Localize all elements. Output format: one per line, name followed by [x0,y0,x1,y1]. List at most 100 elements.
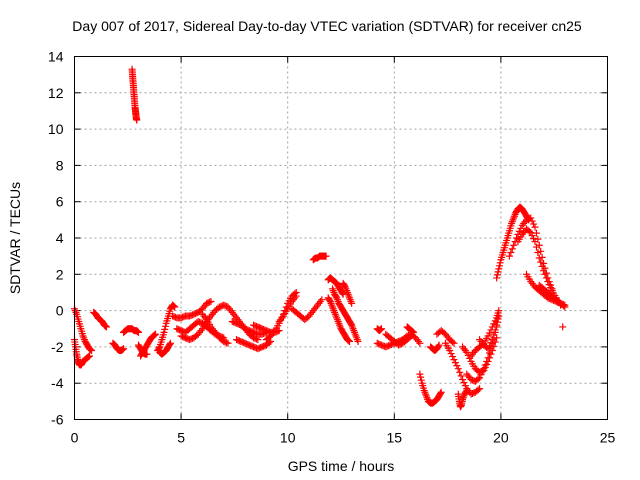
data-point [517,224,525,232]
y-tick-label: 0 [56,303,64,319]
x-tick-label: 15 [387,430,403,446]
data-point [483,357,491,365]
x-axis-ticks: 0 5 10 15 20 25 [71,56,616,446]
data-point [453,362,461,370]
data-point [84,353,92,361]
data-point [484,332,492,340]
data-point [491,326,499,334]
data-point [134,328,142,336]
y-tick-label: 12 [48,85,64,101]
data-point [532,229,540,237]
data-point [118,346,126,354]
data-point [88,347,96,355]
data-point [559,302,567,310]
data-point [547,284,555,292]
data-point [535,254,543,262]
data-point [377,325,385,333]
data-point [449,353,457,361]
data-point [463,386,471,394]
data-point [435,341,443,349]
data-point [494,315,502,323]
data-point [457,372,465,380]
y-tick-label: -6 [51,412,64,428]
data-point [166,340,174,348]
data-point [530,235,538,243]
data-point [406,333,414,341]
plot-frame [74,56,608,420]
data-point [71,307,79,315]
data-point [354,337,362,345]
data-point [169,302,177,310]
grid-lines [74,56,608,420]
data-point [494,268,502,276]
data-point [460,379,468,387]
x-tick-label: 25 [600,430,616,446]
data-point [160,328,168,336]
data-point [487,339,495,347]
data-point [207,298,215,306]
data-point [493,271,501,279]
data-point [85,352,93,360]
data-point [462,388,470,396]
data-point [86,345,94,353]
data-point [559,323,567,331]
data-point [417,376,425,384]
data-point [510,241,518,249]
data-point [476,385,484,393]
data-point [409,328,417,336]
data-point [477,371,485,379]
data-point [102,322,110,330]
data-point [224,339,232,347]
data-point [528,232,536,240]
data-point [416,339,424,347]
data-point [150,331,158,339]
data-point [451,359,459,367]
data-point [161,322,169,330]
data-point [493,318,501,326]
data-point [450,356,458,364]
data-point [151,331,159,339]
data-point [437,388,445,396]
data-point [534,249,542,257]
data-point [480,365,488,373]
data-point [436,389,444,397]
data-point [332,293,340,301]
data-point [101,322,109,330]
y-tick-label: -2 [51,339,64,355]
data-point [345,337,353,345]
data-point [341,282,349,290]
data-point [527,214,535,222]
data-point [152,330,160,338]
data-point [119,345,127,353]
data-point [434,342,442,350]
data-point [493,274,501,282]
data-point [206,298,214,306]
data-point [134,328,142,336]
data-point [133,116,141,124]
data-point [537,258,545,266]
data-point [542,274,550,282]
data-point [474,386,482,394]
y-tick-label: 2 [56,266,64,282]
data-point [527,229,535,237]
data-point [85,353,93,361]
data-point [409,328,417,336]
data-point [532,243,540,251]
data-point [481,361,489,369]
data-point [416,370,424,378]
x-tick-label: 10 [280,430,296,446]
data-point [496,259,504,267]
data-point [87,346,95,354]
data-point [408,327,416,335]
data-point [507,249,515,257]
x-tick-label: 0 [71,430,79,446]
data-point [161,325,169,333]
data-point [528,217,536,225]
y-axis-ticks: -6 -4 -2 0 2 4 6 8 10 12 14 [48,49,608,428]
data-point [326,296,334,304]
data-point [540,267,548,275]
data-point [378,325,386,333]
data-point [102,323,110,331]
data-point [486,342,494,350]
data-point [133,327,141,335]
